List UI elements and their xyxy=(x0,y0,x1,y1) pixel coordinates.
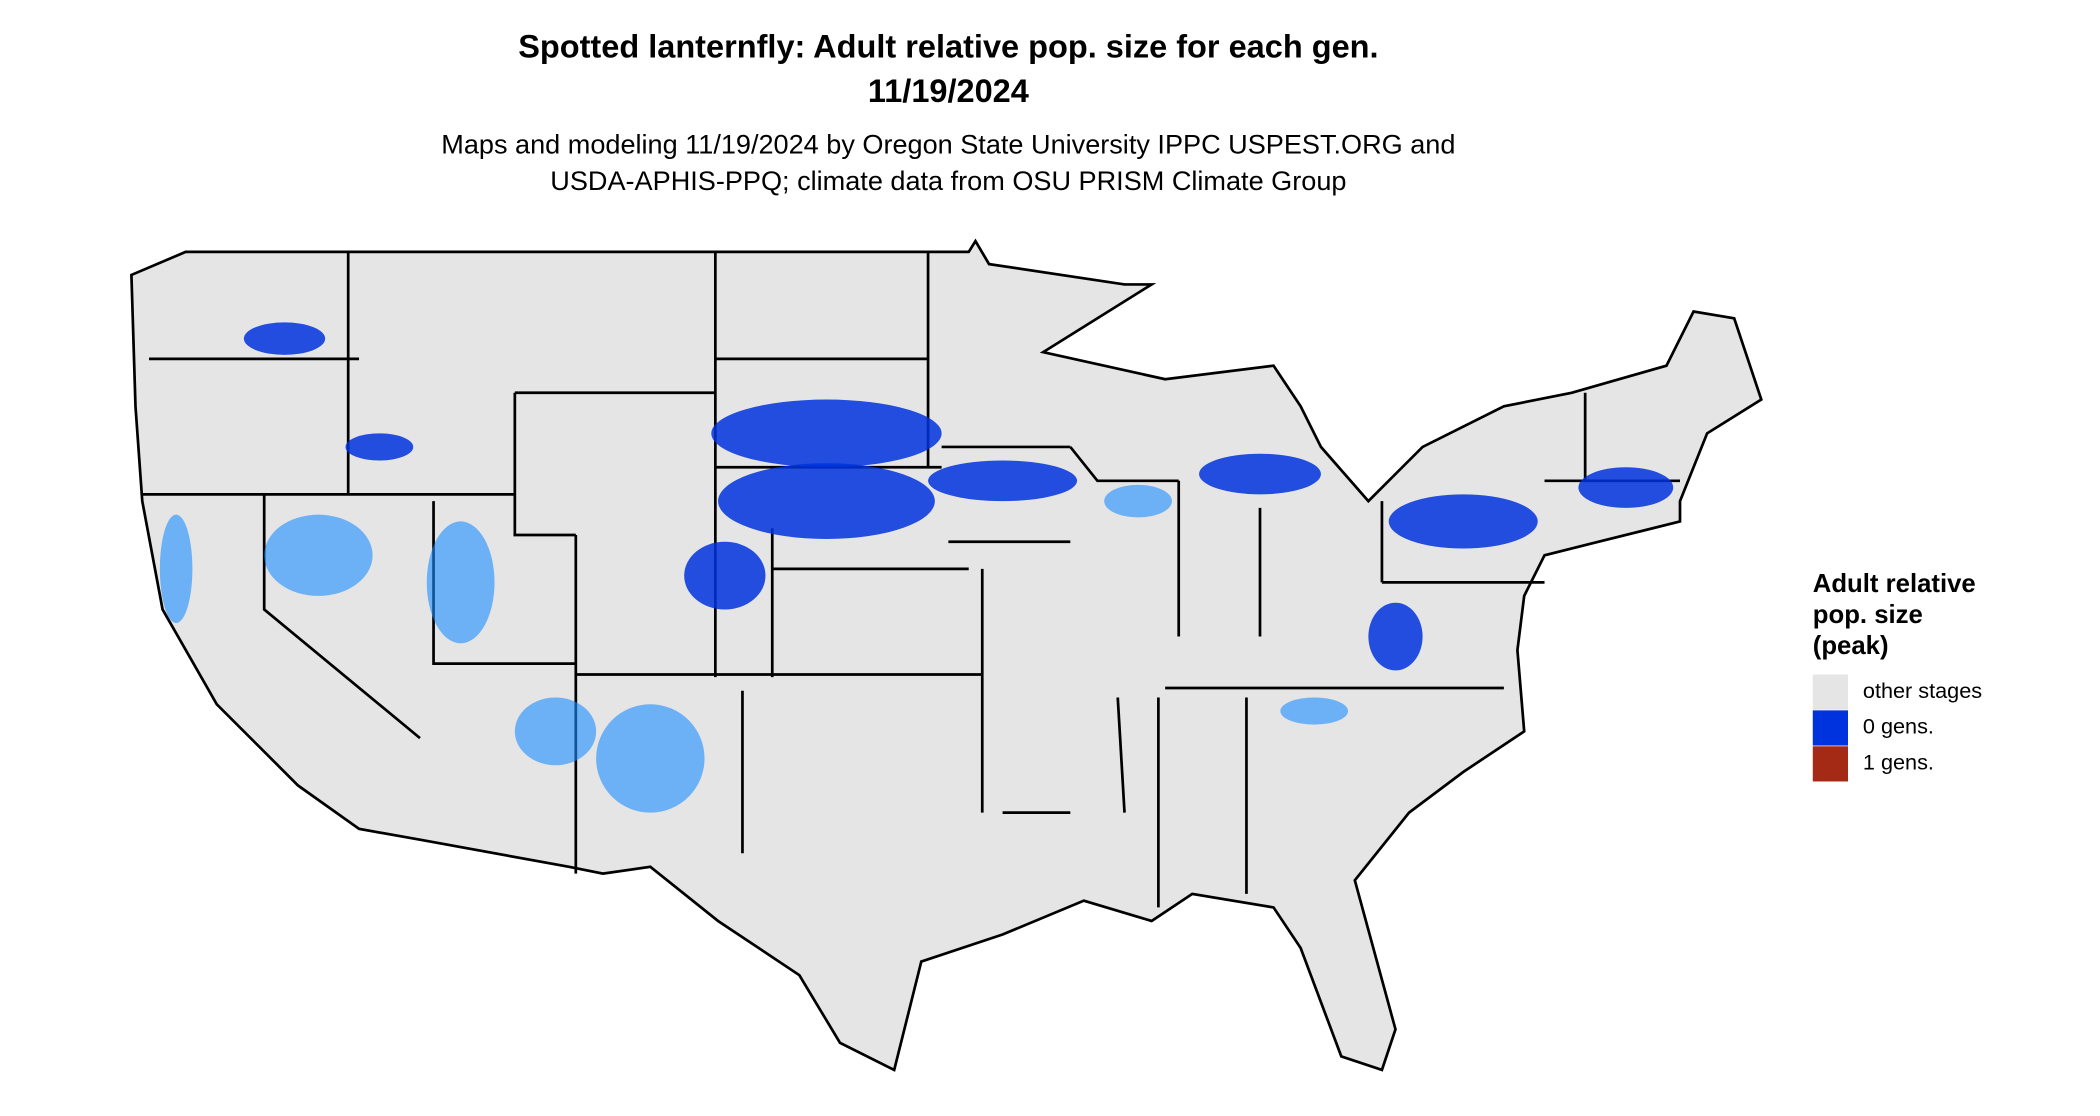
us-map xyxy=(130,238,1763,1072)
population-areas xyxy=(159,322,1674,813)
legend: Adult relative pop. size (peak) other st… xyxy=(1812,570,1982,782)
legend-label: 1 gens. xyxy=(1863,750,1934,775)
title: 11/19/2024 xyxy=(868,73,1029,109)
legend-swatch xyxy=(1812,674,1848,710)
legend-title: Adult relative xyxy=(1813,570,1976,598)
legend-label: 0 gens. xyxy=(1863,714,1934,739)
title: Spotted lanternfly: Adult relative pop. … xyxy=(518,28,1378,64)
legend-swatch xyxy=(1812,746,1848,782)
legend-label: other stages xyxy=(1863,678,1982,703)
legend-title: pop. size xyxy=(1813,601,1923,629)
subtitle: Maps and modeling 11/19/2024 by Oregon S… xyxy=(441,128,1455,159)
subtitle: USDA-APHIS-PPQ; climate data from OSU PR… xyxy=(550,165,1346,196)
legend-title: (peak) xyxy=(1813,632,1889,660)
country-outline xyxy=(130,238,1763,1072)
legend-swatch xyxy=(1812,710,1848,746)
